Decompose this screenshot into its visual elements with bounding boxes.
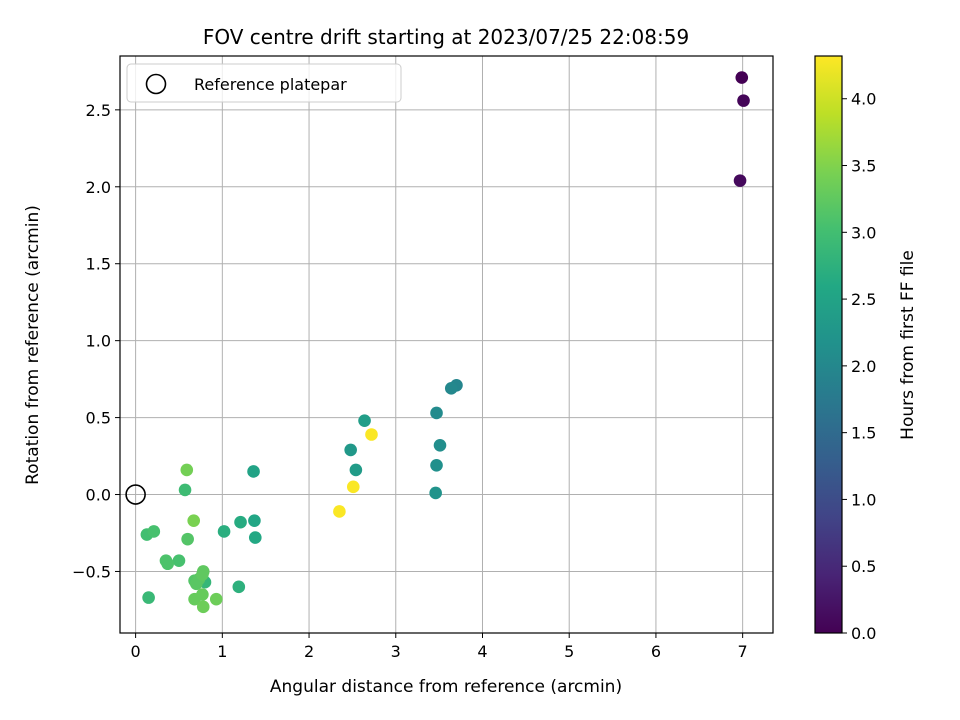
colorbar-tick-label: 1.0 [851, 490, 876, 509]
x-tick-label: 4 [477, 642, 487, 661]
colorbar-tick-label: 3.0 [851, 223, 876, 242]
data-point [217, 525, 231, 538]
data-point [248, 514, 261, 527]
y-tick-label: −0.5 [72, 562, 111, 581]
data-point [247, 465, 260, 478]
colorbar-tick-label: 0.0 [851, 624, 876, 643]
data-points [140, 71, 750, 614]
data-point [735, 71, 749, 84]
data-point [433, 438, 447, 452]
colorbar-tick-label: 2.0 [851, 357, 876, 376]
plot-frame [119, 55, 774, 634]
y-tick-label: 0.5 [86, 409, 111, 428]
data-point [178, 483, 192, 497]
data-point [733, 174, 747, 187]
data-point [365, 428, 378, 441]
data-point [181, 532, 194, 546]
colorbar-frame [814, 55, 843, 634]
data-point [344, 443, 357, 457]
colorbar: 0.0 0.5 1.0 1.5 2.0 2.5 3.0 3.5 4.0 Hours from f… [814, 55, 918, 643]
data-point [429, 486, 442, 500]
y-axis-ticks: −0.5 0.0 0.5 1.0 1.5 2.0 2.5 [72, 101, 120, 581]
x-tick-label: 5 [564, 642, 574, 661]
x-tick-label: 6 [651, 642, 661, 661]
data-point [430, 406, 443, 420]
x-axis-ticks: 0 1 2 3 4 5 6 7 [131, 633, 748, 661]
data-point [196, 565, 210, 578]
data-point [737, 94, 750, 107]
data-point [232, 580, 246, 594]
colorbar-gradient [815, 56, 842, 633]
data-point [444, 382, 458, 395]
x-axis-label: Angular distance from reference (arcmin) [270, 677, 622, 697]
chart-title: FOV centre drift starting at 2023/07/25 … [203, 25, 689, 49]
colorbar-tick-label: 1.5 [851, 424, 876, 443]
colorbar-tick-label: 3.5 [851, 157, 876, 176]
colorbar-tick-label: 2.5 [851, 290, 876, 309]
data-point [430, 458, 443, 472]
colorbar-tick-label: 4.0 [851, 90, 876, 109]
data-point [196, 600, 210, 614]
x-tick-label: 2 [304, 642, 314, 661]
colorbar-label: Hours from first FF file [898, 250, 918, 440]
y-tick-label: 1.0 [86, 332, 111, 351]
colorbar-tick-label: 0.5 [851, 557, 876, 576]
legend-label: Reference platepar [194, 75, 347, 94]
data-point [349, 463, 363, 477]
data-point [161, 557, 174, 571]
data-point [209, 592, 223, 606]
data-point [180, 463, 194, 477]
legend-box [126, 63, 402, 103]
y-tick-label: 2.5 [86, 101, 111, 120]
x-tick-label: 1 [217, 642, 227, 661]
x-tick-label: 0 [131, 642, 141, 661]
data-point [346, 480, 360, 494]
y-axis-label: Rotation from reference (arcmin) [23, 205, 43, 485]
data-point [196, 588, 209, 601]
data-point [234, 515, 247, 529]
colorbar-ticks: 0.0 0.5 1.0 1.5 2.0 2.5 3.0 3.5 4.0 [842, 90, 876, 643]
x-tick-label: 3 [391, 642, 401, 661]
data-point [187, 514, 201, 527]
y-tick-label: 1.5 [86, 255, 111, 274]
data-point [358, 414, 371, 427]
legend: Reference platepar [126, 63, 402, 103]
data-point [147, 525, 161, 538]
legend-marker-icon [145, 73, 167, 95]
x-tick-label: 7 [738, 642, 748, 661]
data-point [172, 554, 186, 567]
grid [120, 56, 773, 633]
reference-platepar-marker [125, 484, 146, 505]
data-point [248, 531, 262, 544]
y-tick-label: 0.0 [86, 486, 111, 505]
data-point [142, 591, 155, 604]
y-tick-label: 2.0 [86, 178, 111, 197]
data-point [333, 505, 346, 518]
